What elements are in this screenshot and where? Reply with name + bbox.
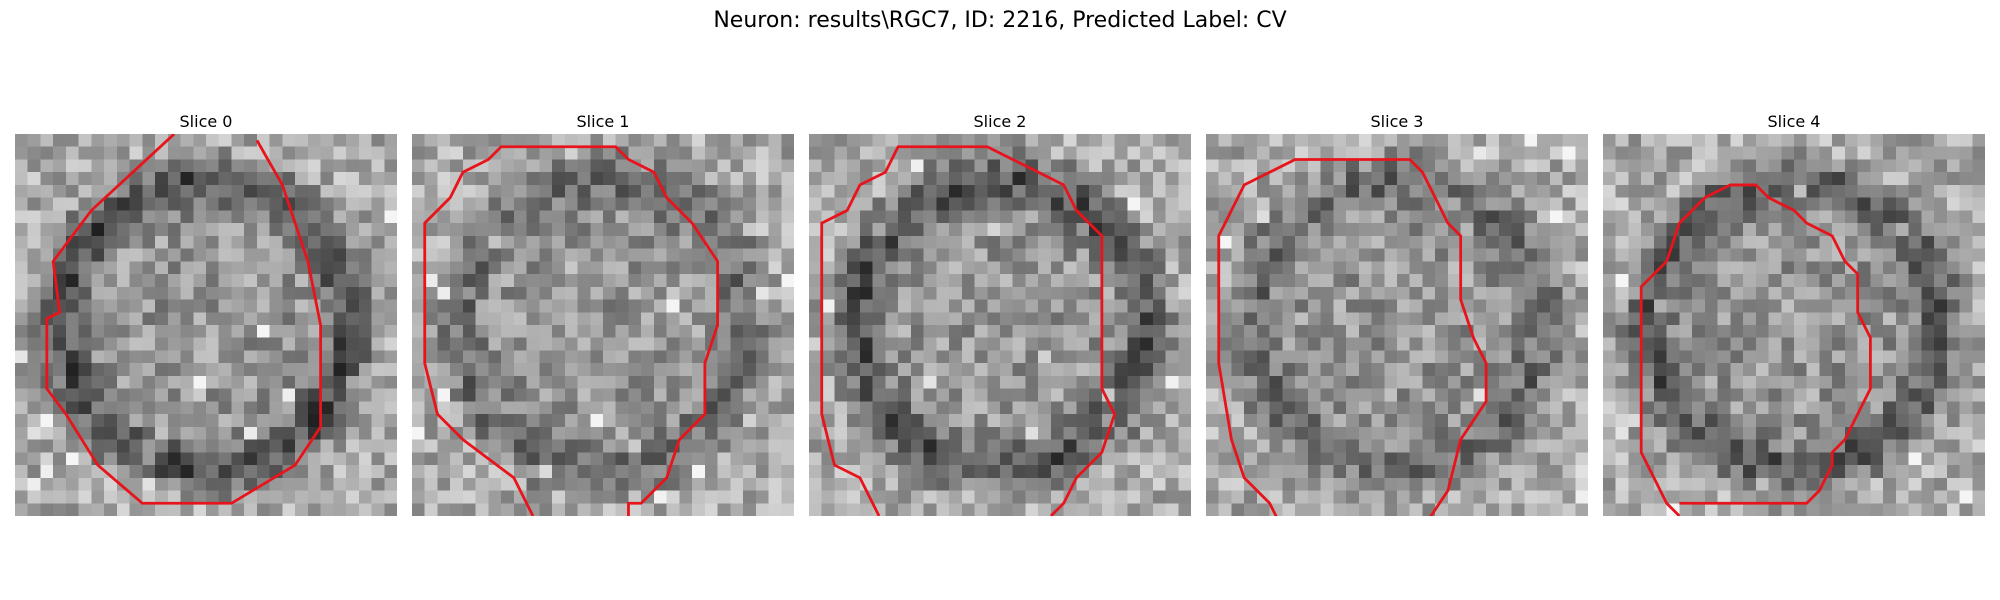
slice-title-3: Slice 3 <box>1370 112 1424 131</box>
slice-image-2 <box>809 134 1191 516</box>
slice-image-1 <box>412 134 794 516</box>
segmentation-contour <box>820 145 1117 516</box>
segmentation-contour <box>45 134 323 505</box>
slice-title-1: Slice 1 <box>576 112 630 131</box>
slice-title-4: Slice 4 <box>1767 112 1821 131</box>
figure-title: Neuron: results\RGC7, ID: 2216, Predicte… <box>713 8 1287 33</box>
pixel-grid <box>15 134 397 516</box>
segmentation-contour <box>1217 158 1488 516</box>
pixel-grid <box>1603 134 1985 516</box>
segmentation-contour <box>423 145 720 516</box>
pixel-grid <box>809 134 1191 516</box>
slice-image-0 <box>15 134 397 516</box>
segmentation-contour <box>1639 183 1872 516</box>
pixel-grid <box>1206 134 1588 516</box>
slice-title-0: Slice 0 <box>179 112 233 131</box>
slice-title-2: Slice 2 <box>973 112 1027 131</box>
slice-image-4 <box>1603 134 1985 516</box>
pixel-grid <box>412 134 794 516</box>
slice-image-3 <box>1206 134 1588 516</box>
